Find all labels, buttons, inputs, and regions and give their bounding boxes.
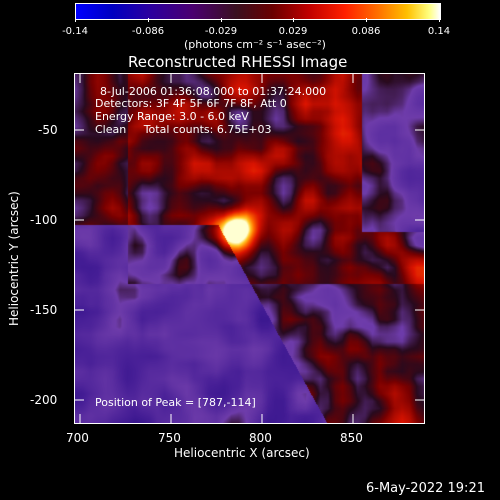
colorbar-units-label: (photons cm⁻² s⁻¹ asec⁻²)	[184, 38, 326, 51]
colorbar-tick-label: -0.14	[62, 26, 88, 37]
colorbar-tick-label: -0.029	[204, 26, 238, 37]
energy-range-text: Energy Range: 3.0 - 6.0 keV	[95, 110, 249, 123]
x-tick-label: 750	[158, 431, 181, 445]
detectors-text: Detectors: 3F 4F 5F 6F 7F 8F, Att 0	[95, 97, 287, 110]
y-tick-label: -200	[30, 393, 58, 407]
y-tick-label: -150	[30, 303, 58, 317]
plot-title: Reconstructed RHESSI Image	[128, 53, 348, 71]
peak-position-text: Position of Peak = [787,-114]	[95, 396, 256, 409]
rhessi-image	[75, 74, 424, 423]
x-tick-label: 850	[340, 431, 363, 445]
time-range-text: 8-Jul-2006 01:36:08.000 to 01:37:24.000	[100, 85, 327, 98]
colorbar-tick-mark	[148, 18, 149, 22]
footer-timestamp: 6-May-2022 19:21	[366, 481, 485, 496]
colorbar-tick-mark	[366, 18, 367, 22]
colorbar-tick-label: 0.029	[278, 26, 308, 37]
x-tick-label: 800	[249, 431, 272, 445]
x-axis-title: Heliocentric X (arcsec)	[174, 446, 310, 460]
colorbar-tick-label: 0.14	[427, 26, 451, 37]
colorbar-tick-mark	[439, 18, 440, 22]
clean-counts-text: Clean Total counts: 6.75E+03	[95, 123, 272, 136]
colorbar-tick-label: 0.086	[351, 26, 381, 37]
colorbar-tick-label: -0.086	[131, 26, 165, 37]
colorbar-tick-mark	[221, 18, 222, 22]
colorbar-tick-mark	[75, 18, 76, 22]
image-plot-area	[74, 73, 425, 424]
colorbar-tick-mark	[293, 18, 294, 22]
y-tick-label: -50	[38, 123, 58, 137]
colorbar	[75, 3, 441, 20]
x-tick-label: 700	[66, 431, 89, 445]
y-tick-label: -100	[30, 213, 58, 227]
y-axis-title: Heliocentric Y (arcsec)	[7, 191, 21, 326]
